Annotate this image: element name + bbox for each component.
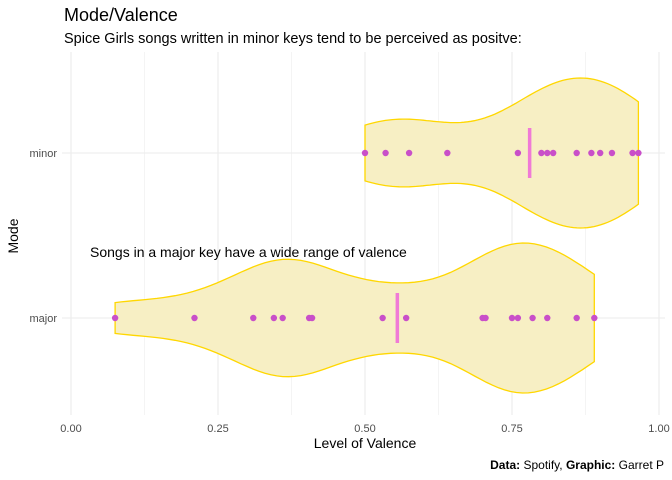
- x-tick-label: 0.25: [207, 423, 228, 435]
- caption-data-value: Spotify,: [523, 458, 563, 472]
- caption-data-label: Data:: [490, 458, 521, 472]
- point-major: [529, 314, 536, 322]
- point-minor: [608, 149, 616, 157]
- point-minor: [597, 149, 604, 157]
- point-major: [402, 314, 410, 322]
- data-points: [111, 128, 642, 343]
- point-minor: [573, 149, 580, 157]
- x-tick-label: 0.00: [60, 423, 81, 435]
- point-major: [508, 314, 516, 322]
- point-minor: [588, 149, 595, 157]
- point-minor: [361, 149, 369, 157]
- point-minor: [629, 149, 636, 157]
- x-axis-title: Level of Valence: [314, 435, 417, 451]
- point-minor: [549, 149, 557, 157]
- annotation-text: Songs in a major key have a wide range o…: [90, 244, 407, 260]
- point-minor: [444, 149, 451, 157]
- caption-graphic-label: Graphic:: [565, 458, 616, 472]
- axis-ticks: 0.00 0.25 0.50 0.75 1.00 minor major: [29, 148, 669, 435]
- y-tick-label-minor: minor: [29, 148, 57, 160]
- point-major: [308, 314, 316, 322]
- chart-subtitle: Spice Girls songs written in minor keys …: [64, 31, 522, 47]
- x-tick-label: 1.00: [648, 423, 669, 435]
- point-major: [379, 314, 386, 322]
- x-tick-label: 0.75: [501, 423, 522, 435]
- x-tick-label: 0.50: [354, 423, 375, 435]
- point-major: [591, 314, 598, 322]
- point-major: [544, 314, 551, 322]
- violin-major: [114, 242, 595, 394]
- point-major: [279, 314, 286, 322]
- y-tick-label-major: major: [29, 313, 57, 325]
- violins: [114, 77, 640, 394]
- caption: Data: Spotify, Graphic: Garret P: [490, 458, 664, 472]
- chart-title: Mode/Valence: [64, 5, 178, 25]
- point-minor: [635, 149, 642, 157]
- point-major: [191, 314, 198, 322]
- point-major: [270, 314, 278, 322]
- point-major: [514, 314, 522, 322]
- point-major: [250, 314, 257, 322]
- point-major: [482, 314, 489, 322]
- point-minor: [405, 149, 413, 157]
- point-minor: [538, 149, 545, 157]
- point-minor: [544, 149, 551, 157]
- point-major: [111, 314, 119, 322]
- y-axis-title: Mode: [5, 218, 21, 253]
- point-major: [573, 314, 580, 322]
- violin-minor: [364, 77, 640, 229]
- caption-graphic-value: Garret P: [618, 458, 664, 472]
- point-minor: [514, 149, 522, 157]
- point-minor: [382, 149, 389, 157]
